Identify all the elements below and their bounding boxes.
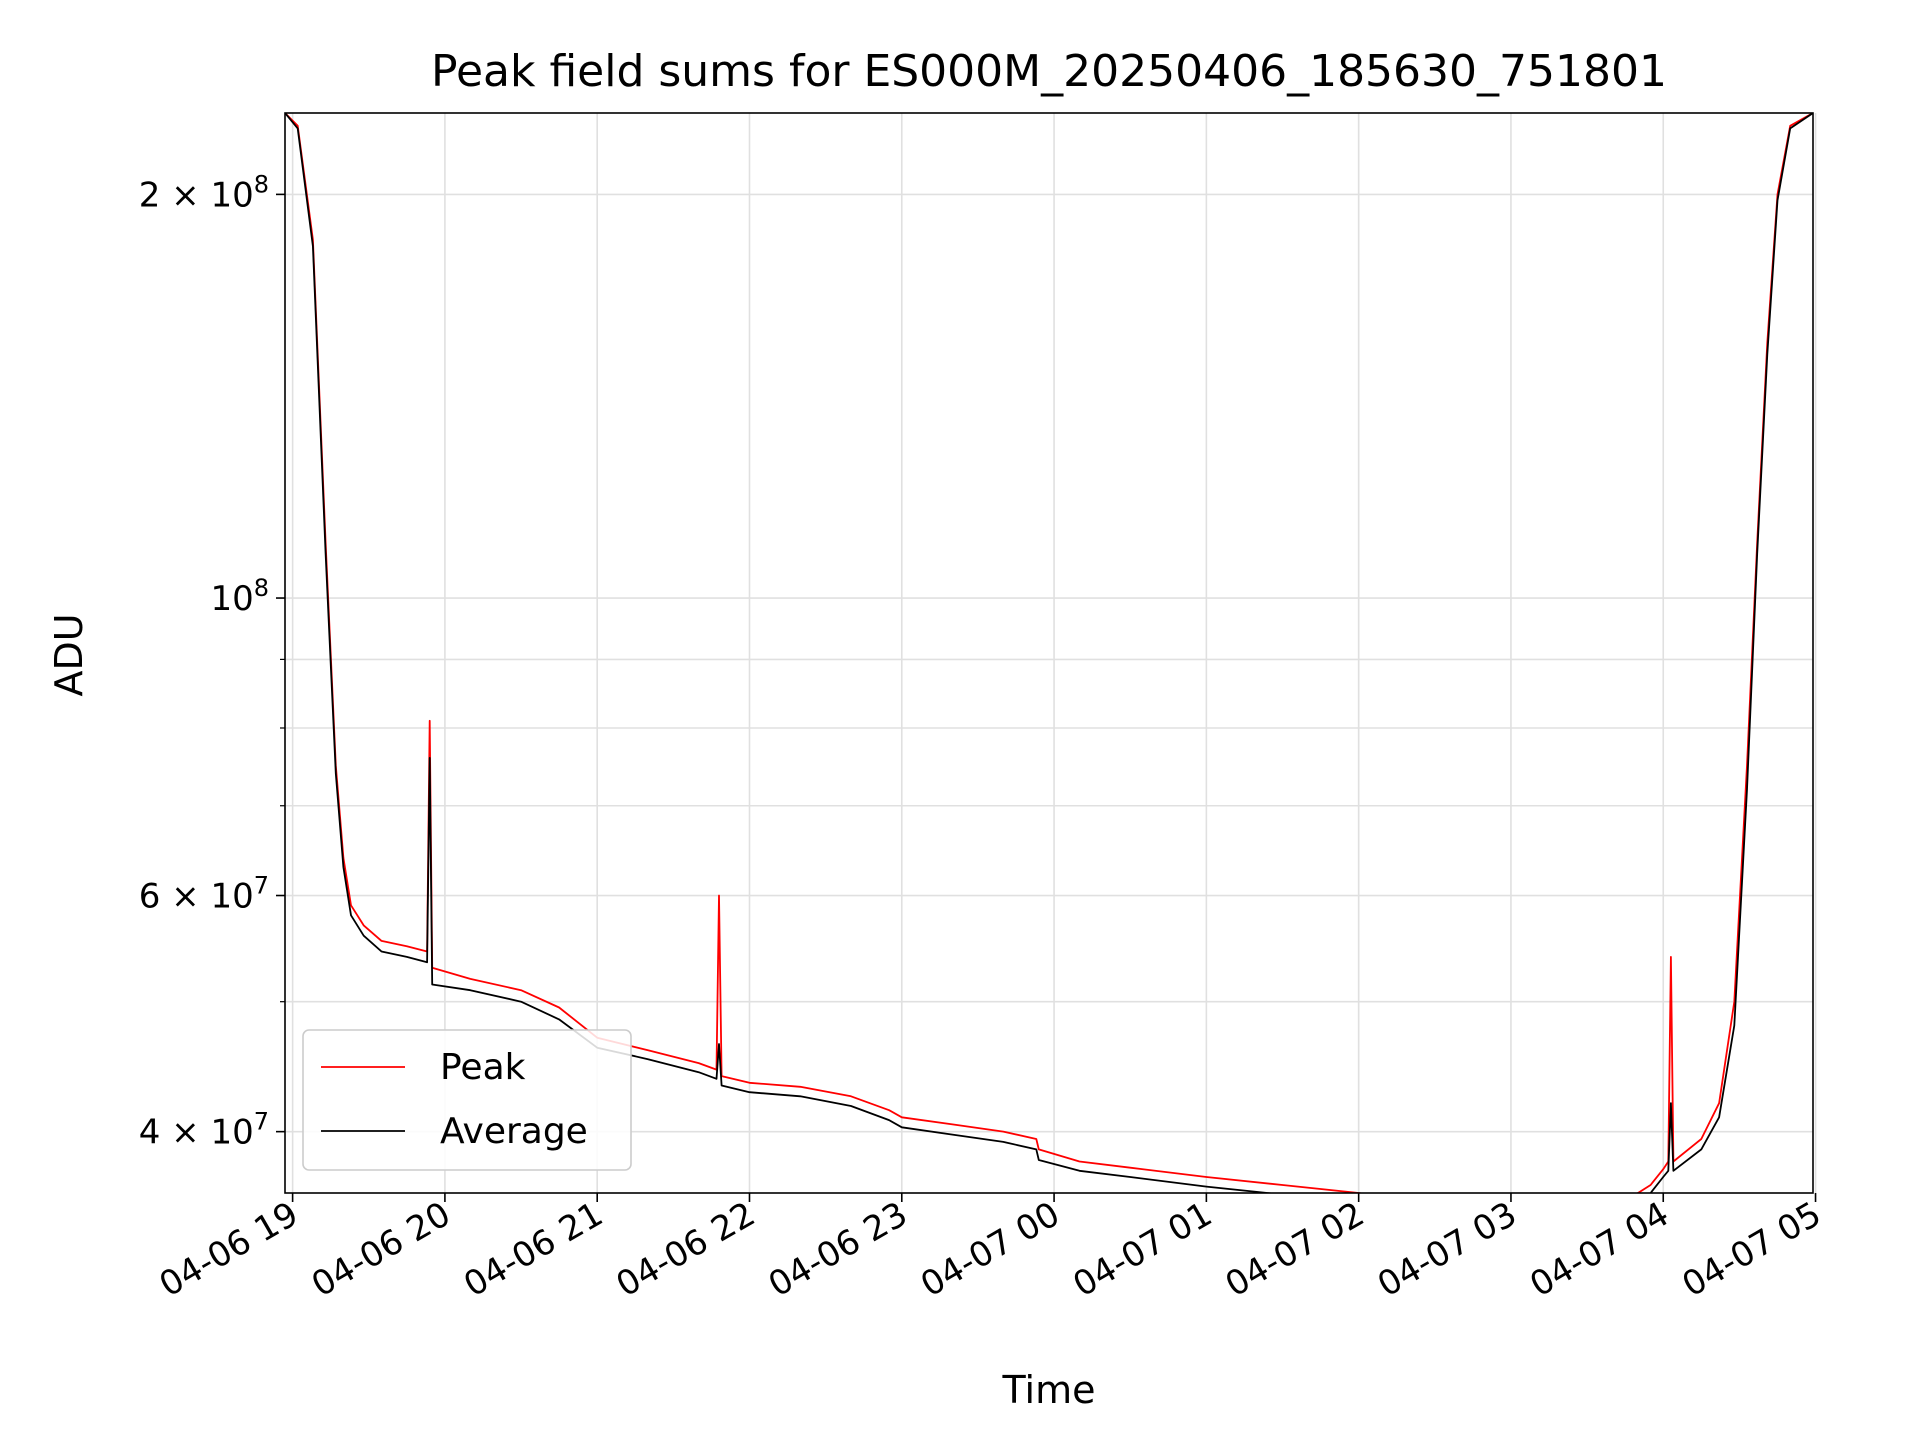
legend-label-peak: Peak [440,1047,526,1088]
series-line-average [285,113,1813,1193]
y-tick-label: 108 [210,574,269,619]
y-tick-label-base: 4 × 10 [139,1113,254,1153]
chart-title: Peak field sums for ES000M_20250406_1856… [431,46,1667,97]
legend-box [302,1029,632,1171]
y-tick-label-base: 6 × 10 [139,877,254,917]
series-layer [285,113,1813,1193]
y-tick-label: 2 × 108 [139,170,269,215]
y-tick-label: 6 × 107 [139,872,269,917]
legend-label-average: Average [440,1111,588,1152]
x-axis-label: Time [1002,1368,1096,1412]
y-axis-label: ADU [47,613,91,696]
legend: Peak Average [302,1029,632,1171]
y-tick-label: 4 × 107 [139,1108,269,1153]
y-tick-label-exponent: 7 [254,872,269,900]
y-tick-label-exponent: 8 [254,574,269,602]
y-tick-label-base: 10 [210,579,253,619]
y-tick-label-base: 2 × 10 [139,175,254,215]
grid [285,113,1817,1193]
y-tick-label-exponent: 8 [254,170,269,198]
plot-frame [284,112,1814,1194]
y-tick-label-exponent: 7 [254,1108,269,1136]
